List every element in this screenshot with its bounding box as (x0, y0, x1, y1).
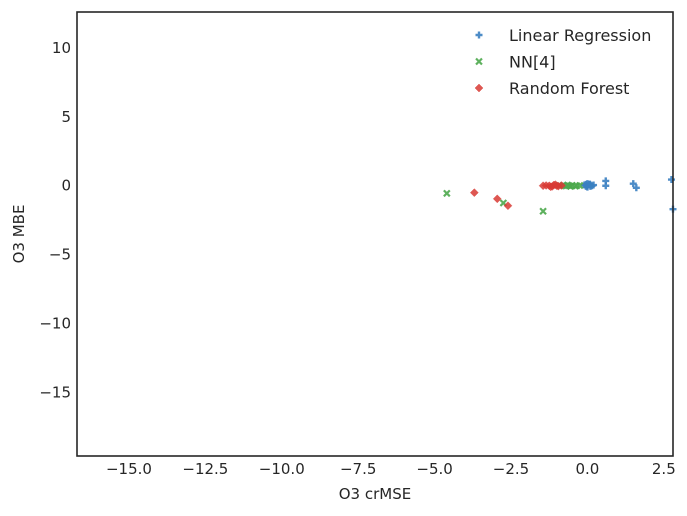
y-tick-label: −5 (49, 246, 71, 264)
legend: Linear Regression NN[4] Random Forest (474, 26, 651, 98)
x-tick-label: 0.0 (575, 460, 599, 478)
data-point (632, 184, 640, 192)
y-axis-label: O3 MBE (10, 205, 28, 264)
x-tick-label: −15.0 (106, 460, 152, 478)
x-tick-label: −5.0 (416, 460, 452, 478)
legend-label: NN[4] (509, 53, 556, 72)
series-0 (580, 176, 677, 213)
legend-item: NN[4] (475, 53, 556, 72)
data-point (443, 189, 451, 198)
y-tick-label: −15 (39, 384, 71, 402)
x-axis-label: O3 crMSE (339, 485, 411, 503)
legend-marker (475, 57, 483, 66)
data-point (667, 176, 675, 184)
x-tick-label: −2.5 (493, 460, 529, 478)
legend-item: Linear Regression (475, 26, 651, 45)
data-point (563, 181, 572, 189)
x-tick-label: −10.0 (259, 460, 305, 478)
series-2 (469, 180, 566, 211)
y-tick-label: 0 (61, 177, 71, 195)
data-point (503, 201, 513, 211)
legend-marker (475, 31, 483, 39)
data-point (586, 180, 594, 188)
legend-item: Random Forest (474, 79, 629, 98)
ticks-layer: −15.0 −12.5 −10.0 −7.5 −5.0 −2.5 0.0 2.5 10 5 0 −5 −… (39, 39, 675, 478)
data-point (550, 180, 560, 189)
data-point (539, 207, 547, 216)
legend-marker (474, 83, 484, 93)
y-tick-label: −10 (39, 315, 71, 333)
x-tick-label: −7.5 (340, 460, 376, 478)
plot-frame (76, 11, 674, 457)
data-point (629, 180, 637, 188)
legend-label: Random Forest (509, 79, 629, 98)
y-tick-label: 5 (61, 108, 71, 126)
x-tick-label: −12.5 (182, 460, 228, 478)
x-tick-label: 2.5 (652, 460, 676, 478)
data-point (469, 188, 479, 197)
data-point (492, 194, 502, 204)
y-tick-label: 10 (52, 39, 71, 57)
data-point (576, 181, 584, 190)
points-layer (443, 176, 677, 216)
legend-label: Linear Regression (509, 26, 651, 45)
data-point (602, 182, 610, 190)
